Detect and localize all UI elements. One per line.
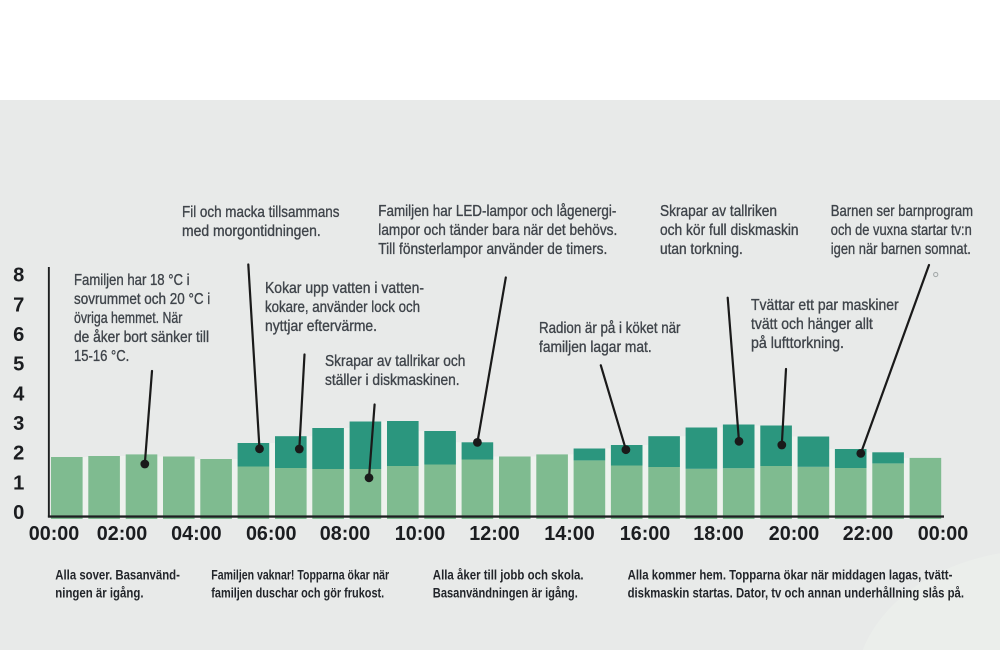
svg-text:Basanvändningen är igång.: Basanvändningen är igång. xyxy=(433,585,578,601)
svg-text:familjen lagar mat.: familjen lagar mat. xyxy=(539,339,652,356)
svg-text:ställer i diskmaskinen.: ställer i diskmaskinen. xyxy=(325,372,460,389)
svg-text:3: 3 xyxy=(13,413,24,435)
svg-text:04:00: 04:00 xyxy=(171,523,222,545)
svg-text:och de vuxna startar tv:n: och de vuxna startar tv:n xyxy=(831,222,972,239)
svg-text:15-16 °C.: 15-16 °C. xyxy=(74,348,129,365)
svg-text:1: 1 xyxy=(13,472,24,494)
svg-text:20:00: 20:00 xyxy=(769,523,820,545)
svg-text:Tvättar ett par maskiner: Tvättar ett par maskiner xyxy=(751,297,899,314)
svg-text:06:00: 06:00 xyxy=(246,523,297,545)
svg-text:övriga hemmet. När: övriga hemmet. När xyxy=(74,310,183,327)
svg-text:med morgontidningen.: med morgontidningen. xyxy=(182,223,321,240)
svg-text:Skrapar av tallriken: Skrapar av tallriken xyxy=(660,203,777,220)
svg-text:4: 4 xyxy=(13,383,25,405)
svg-text:18:00: 18:00 xyxy=(693,523,744,545)
svg-text:Familjen har LED-lampor och lå: Familjen har LED-lampor och lågenergi- xyxy=(378,202,616,220)
svg-text:Radion är på i köket när: Radion är på i köket när xyxy=(539,319,681,337)
svg-text:6: 6 xyxy=(13,324,24,346)
svg-text:lampor och tänder bara när det: lampor och tänder bara när det behövs. xyxy=(378,222,617,239)
svg-text:på lufttorkning.: på lufttorkning. xyxy=(751,334,844,352)
svg-text:02:00: 02:00 xyxy=(97,523,148,545)
svg-text:Barnen ser barnprogram: Barnen ser barnprogram xyxy=(831,203,973,220)
svg-text:utan torkning.: utan torkning. xyxy=(660,241,743,258)
svg-text:08:00: 08:00 xyxy=(320,523,371,545)
svg-text:nyttjar eftervärme.: nyttjar eftervärme. xyxy=(265,318,377,335)
svg-text:sovrummet och 20 °C i: sovrummet och 20 °C i xyxy=(74,291,210,308)
svg-text:Fil och macka tillsammans: Fil och macka tillsammans xyxy=(182,204,340,221)
svg-text:Familjen har 18 °C i: Familjen har 18 °C i xyxy=(74,272,190,289)
svg-text:Kokar upp vatten i vatten-: Kokar upp vatten i vatten- xyxy=(265,280,424,297)
svg-text:22:00: 22:00 xyxy=(843,523,894,545)
svg-text:2: 2 xyxy=(13,443,24,465)
svg-text:14:00: 14:00 xyxy=(544,523,595,545)
svg-text:Alla kommer hem. Topparna ökar: Alla kommer hem. Topparna ökar när midda… xyxy=(628,567,953,583)
svg-text:kokare, använder lock och: kokare, använder lock och xyxy=(265,299,420,316)
svg-text:5: 5 xyxy=(13,354,24,376)
svg-text:Skrapar av tallrikar och: Skrapar av tallrikar och xyxy=(325,353,465,370)
svg-text:Alla åker till jobb och skola.: Alla åker till jobb och skola. xyxy=(433,567,584,583)
svg-text:7: 7 xyxy=(13,294,24,316)
svg-text:Alla sover. Basanvänd-: Alla sover. Basanvänd- xyxy=(55,567,180,583)
svg-text:ningen är igång.: ningen är igång. xyxy=(55,585,143,601)
svg-text:Familjen vaknar! Topparna ökar: Familjen vaknar! Topparna ökar när xyxy=(211,567,389,583)
svg-text:och kör full diskmaskin: och kör full diskmaskin xyxy=(660,222,799,239)
svg-text:0: 0 xyxy=(13,502,24,524)
svg-text:familjen duschar och gör fruko: familjen duschar och gör frukost. xyxy=(211,585,384,601)
svg-text:tvätt och hänger allt: tvätt och hänger allt xyxy=(751,316,873,333)
svg-text:8: 8 xyxy=(13,265,24,287)
svg-text:00:00: 00:00 xyxy=(918,523,969,545)
svg-text:00:00: 00:00 xyxy=(29,523,80,545)
svg-text:diskmaskin startas. Dator, tv: diskmaskin startas. Dator, tv och annan … xyxy=(628,585,964,601)
svg-text:Till fönsterlampor använder de: Till fönsterlampor använder de timers. xyxy=(378,241,607,258)
svg-text:16:00: 16:00 xyxy=(620,523,671,545)
svg-text:igen när barnen somnat.: igen när barnen somnat. xyxy=(831,241,971,258)
svg-text:de åker bort sänker till: de åker bort sänker till xyxy=(74,328,209,346)
svg-text:12:00: 12:00 xyxy=(469,523,520,545)
svg-text:10:00: 10:00 xyxy=(395,523,446,545)
